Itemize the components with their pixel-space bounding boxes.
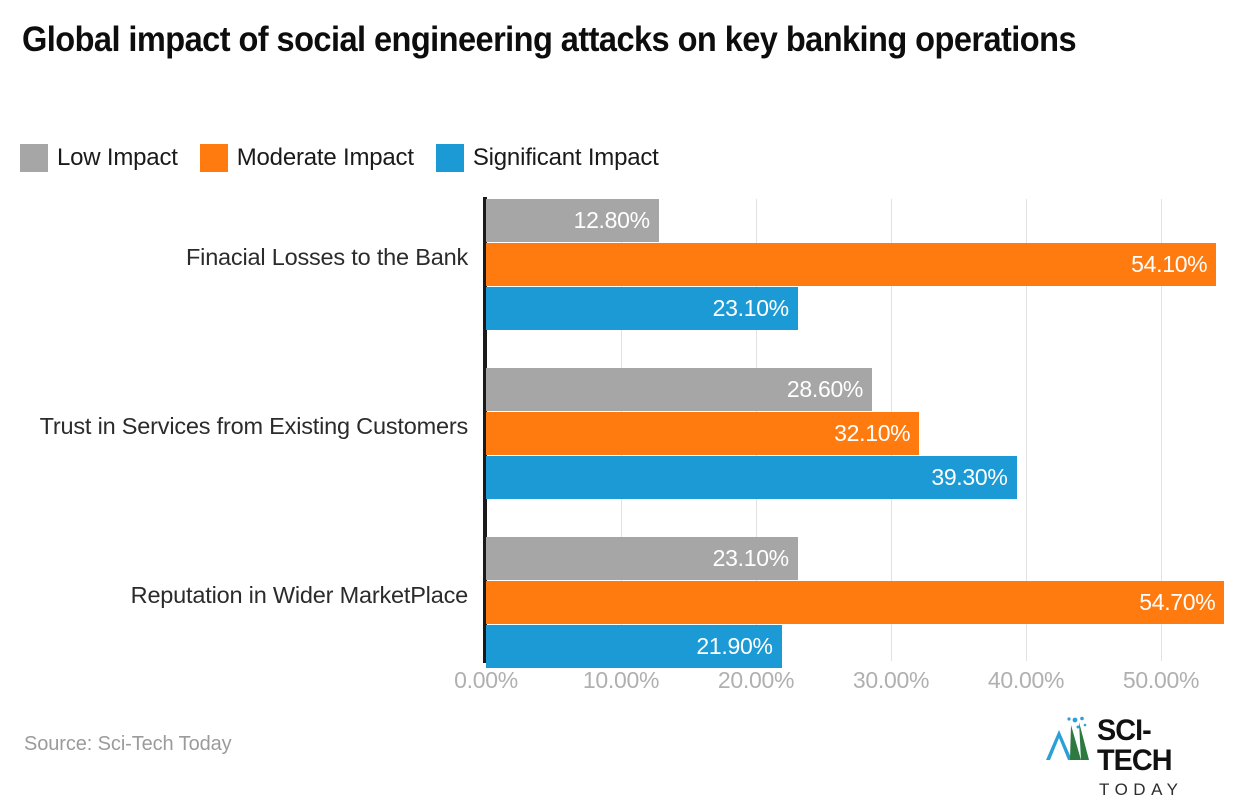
- bar-group: Reputation in Wider MarketPlace 23.10% 5…: [131, 537, 1240, 669]
- table-row: 28.60%: [486, 368, 1240, 411]
- plot-area: Finacial Losses to the Bank 12.80% 54.10…: [40, 199, 1240, 668]
- bar-low-impact[interactable]: 12.80%: [486, 199, 659, 242]
- bar-value-label: 28.60%: [786, 376, 864, 402]
- bar-value-label: 12.80%: [573, 207, 651, 233]
- bar-moderate-impact[interactable]: 32.10%: [486, 412, 920, 455]
- logo-subtitle: TODAY: [1099, 780, 1184, 799]
- bar-value-label: 54.70%: [1139, 589, 1216, 615]
- bar-moderate-impact[interactable]: 54.70%: [486, 581, 1225, 624]
- chart-legend: Low Impact Moderate Impact Significant I…: [20, 144, 659, 172]
- logo-title: SCI-TECH: [1097, 714, 1173, 777]
- bar-value-label: 21.90%: [696, 633, 773, 659]
- brand-logo: SCI-TECH TODAY: [1045, 714, 1225, 798]
- table-row: 54.10%: [486, 243, 1240, 286]
- bar-moderate-impact[interactable]: 54.10%: [486, 243, 1217, 286]
- legend-label-low-impact: Low Impact: [57, 144, 178, 171]
- bar-value-label: 23.10%: [712, 295, 790, 321]
- x-axis-tick-label: 10.00%: [582, 667, 660, 693]
- legend-item-moderate-impact[interactable]: Moderate Impact: [199, 144, 414, 172]
- table-row: 32.10%: [486, 412, 1240, 455]
- table-row: 54.70%: [486, 581, 1240, 624]
- table-row: 23.10%: [486, 287, 1240, 330]
- bar-group: Finacial Losses to the Bank 12.80% 54.10…: [186, 199, 1240, 331]
- chart-title: Global impact of social engineering atta…: [22, 20, 1077, 59]
- bar-low-impact[interactable]: 28.60%: [486, 368, 873, 411]
- bar-value-label: 39.30%: [931, 464, 1008, 490]
- category-label: Reputation in Wider MarketPlace: [130, 582, 469, 608]
- sci-tech-today-wordmark: SCI-TECH TODAY: [1097, 714, 1225, 799]
- x-axis-tick-label: 40.00%: [987, 667, 1065, 693]
- table-row: 23.10%: [486, 537, 1240, 580]
- legend-item-low-impact[interactable]: Low Impact: [20, 144, 178, 172]
- table-row: 12.80%: [486, 199, 1240, 242]
- legend-swatch-moderate-impact: [199, 144, 228, 172]
- legend-item-significant-impact[interactable]: Significant Impact: [435, 144, 659, 172]
- bar-group: Trust in Services from Existing Customer…: [40, 368, 1240, 500]
- bar-value-label: 32.10%: [834, 420, 911, 446]
- bar-low-impact[interactable]: 23.10%: [486, 537, 798, 580]
- x-axis-tick-label: 20.00%: [717, 667, 795, 693]
- bar-value-label: 23.10%: [712, 545, 790, 571]
- bar-value-label: 54.10%: [1131, 251, 1208, 277]
- legend-label-moderate-impact: Moderate Impact: [236, 144, 414, 171]
- category-label: Finacial Losses to the Bank: [186, 244, 468, 270]
- sci-tech-today-mark-icon: [1045, 716, 1093, 769]
- bar-significant-impact[interactable]: 39.30%: [486, 456, 1017, 499]
- table-row: 39.30%: [486, 456, 1240, 499]
- bar-significant-impact[interactable]: 21.90%: [486, 625, 782, 668]
- table-row: 21.90%: [486, 625, 1240, 668]
- x-axis-tick-labels: 0.00% 10.00% 20.00% 30.00% 40.00% 50.00%: [454, 667, 1240, 697]
- category-label: Trust in Services from Existing Customer…: [39, 413, 469, 439]
- legend-swatch-low-impact: [20, 144, 48, 172]
- y-axis-line: [483, 197, 487, 663]
- x-axis-tick-label: 30.00%: [852, 667, 930, 693]
- legend-swatch-significant-impact: [435, 144, 464, 172]
- legend-label-significant-impact: Significant Impact: [472, 144, 659, 171]
- bar-significant-impact[interactable]: 23.10%: [486, 287, 798, 330]
- x-axis-tick-label: 50.00%: [1122, 667, 1200, 693]
- x-axis-tick-label: 0.00%: [454, 667, 518, 693]
- source-note: Source: Sci-Tech Today: [24, 733, 232, 755]
